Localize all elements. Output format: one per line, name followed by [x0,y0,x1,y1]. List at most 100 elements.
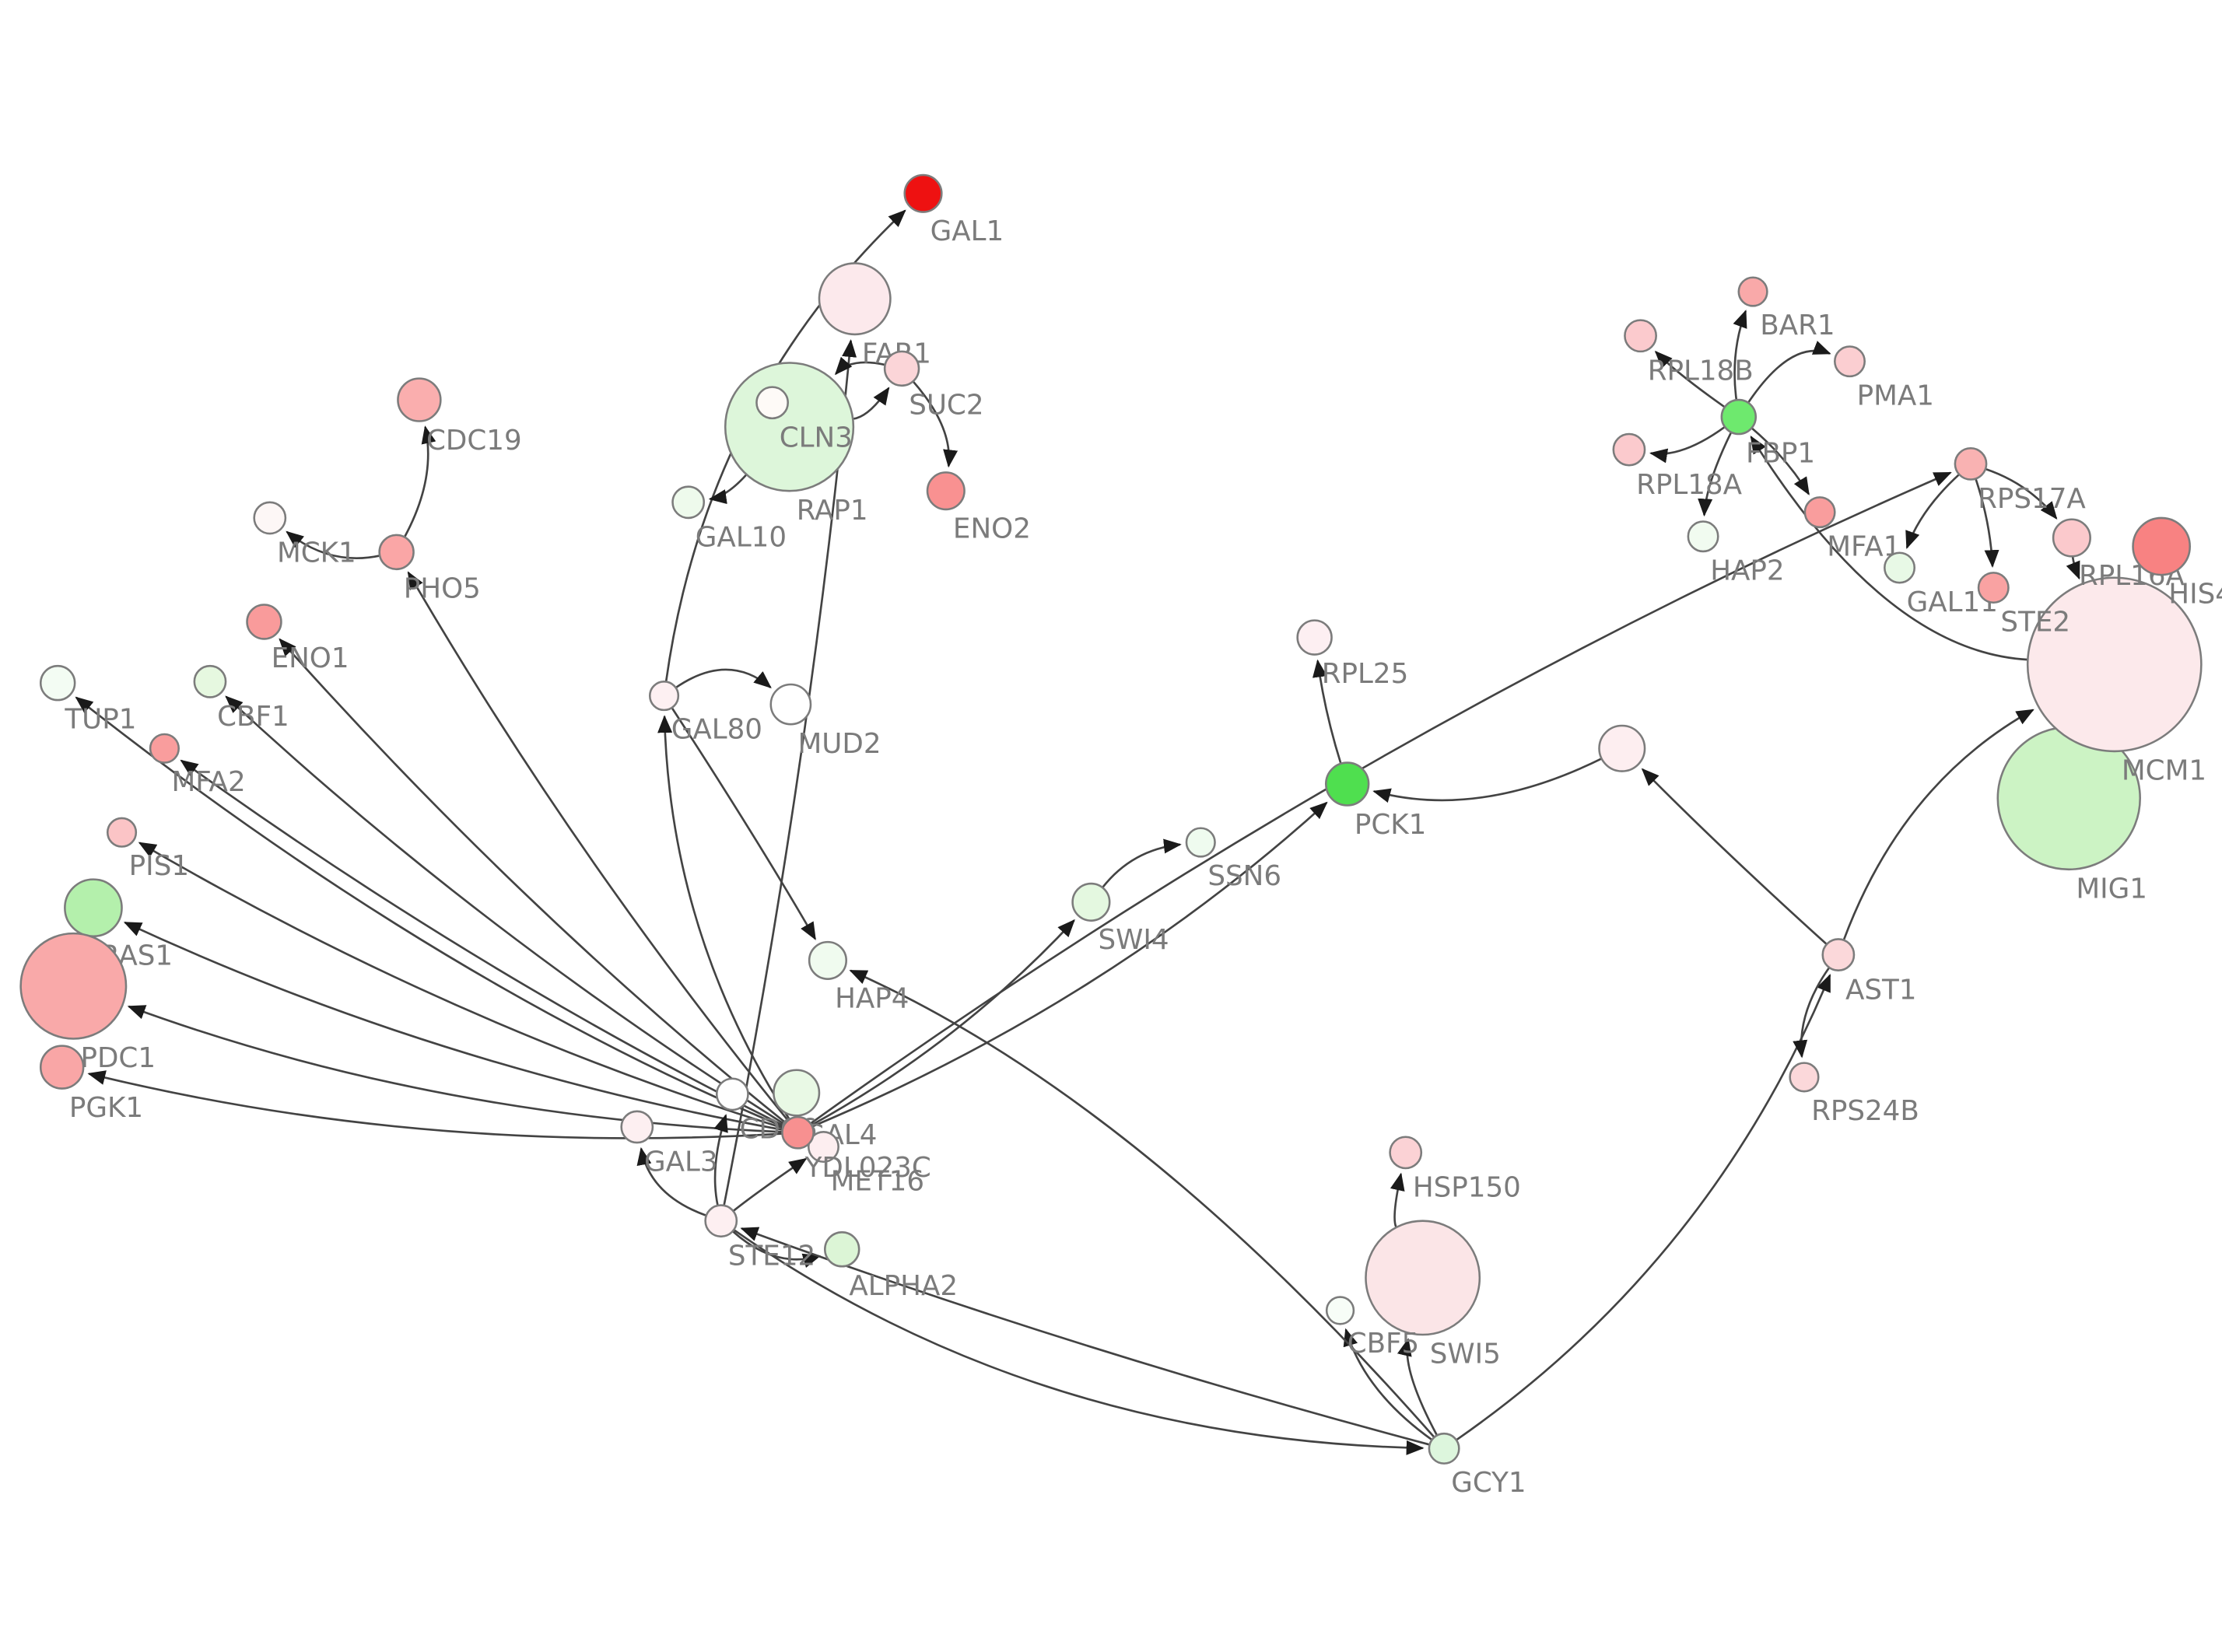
edge-YDL023C-SWI4[interactable] [811,919,1075,1126]
edge-STE12-CDC6[interactable] [713,1114,728,1206]
node-CBF5[interactable] [1325,1296,1355,1325]
edge-RPS17A-GAL11[interactable] [1905,473,1961,549]
node-AST1[interactable] [1821,938,1856,971]
node-PDC1[interactable] [19,932,128,1040]
edge-FBP1-RPL18A[interactable] [1649,425,1726,464]
edge-YDL023C-TUP1[interactable] [75,696,784,1128]
edge-YDL023C-CBF1[interactable] [225,695,786,1125]
node-PIS1[interactable] [106,817,138,848]
edge-GCY1-AST1[interactable] [1456,973,1831,1441]
node-RPS24B[interactable] [1789,1062,1820,1093]
edge-YDL023C-PDC1[interactable] [127,1005,783,1133]
edge-YDL023C-MFA2[interactable] [180,759,784,1127]
node-FBP1[interactable] [1720,398,1758,436]
edge-YDL023C-PCK1[interactable] [811,801,1328,1128]
edge-FBP1-RPL18B[interactable] [1654,350,1726,408]
node-PGK1[interactable] [39,1045,85,1090]
edge-RPS17A-STE2[interactable] [1975,478,1999,569]
node-RPS17A[interactable] [1954,446,1988,481]
node-GAL11[interactable] [1884,551,1916,584]
edge-FBP1-HAP2[interactable] [1698,432,1733,517]
node-GAL3[interactable] [620,1110,654,1144]
node-MCK1[interactable] [253,501,287,535]
edge-SWI5-HSP150[interactable] [1390,1172,1405,1228]
node-RAS1[interactable] [64,878,123,938]
edge-GCY1-SWI5[interactable] [1397,1338,1439,1436]
node-GAL4[interactable] [773,1069,821,1117]
node-TUP1[interactable] [39,664,76,702]
edge-YDL023C-PIS1[interactable] [138,842,783,1129]
edge-SWI4-SSN6[interactable] [1101,838,1182,889]
node-SWI4[interactable] [1071,882,1111,922]
edge-YDL023C-PHO5[interactable] [407,571,789,1122]
node-RPL18A[interactable] [1612,432,1646,467]
node-ENO1[interactable] [246,604,282,640]
node-SSN6[interactable] [1185,827,1216,858]
node-HSP150[interactable] [1389,1136,1423,1170]
edge-STE12-GCY1[interactable] [733,1229,1425,1455]
edge-RAP1-GAL10[interactable] [708,474,748,504]
node-CDC6[interactable] [715,1077,749,1111]
node-BAR1[interactable] [1737,276,1768,307]
node-PCK1[interactable] [1324,761,1370,807]
node-SUC2[interactable] [883,350,920,387]
node-MFA1[interactable] [1803,496,1836,529]
node-FAR1[interactable] [818,262,892,336]
node-RAP1[interactable] [724,362,855,492]
edge-SUC2-ENO2[interactable] [912,380,959,468]
node-RPL18B[interactable] [1624,319,1657,353]
edge-AST1-PINK[interactable] [1641,768,1828,946]
edge-RPS17A-RPL16A[interactable] [1985,467,2058,520]
node-CLN3[interactable] [755,386,789,420]
node-MFA2[interactable] [149,733,180,764]
edge-AST1-MCM1[interactable] [1842,709,2034,941]
node-STE2[interactable] [1977,572,2010,604]
node-HIS4[interactable] [2132,516,2192,576]
edge-STE12-GAL3[interactable] [636,1146,707,1217]
edge-GCY1-HAP4[interactable] [849,969,1435,1438]
node-ALPHA2[interactable] [823,1231,860,1268]
node-GCY1[interactable] [1428,1432,1460,1465]
edge-GCY1-CBF5[interactable] [1343,1328,1433,1441]
node-CDC19[interactable] [397,377,442,422]
node-MCM1[interactable] [2026,576,2203,753]
node-YDL023C[interactable] [781,1115,815,1150]
edge-GAL80-MUD2[interactable] [675,668,772,689]
node-MET16[interactable] [807,1131,839,1164]
edge-PHO5-MCK1[interactable] [286,530,380,559]
edge-RPL16A-MCM1[interactable] [2066,556,2080,580]
edge-STE12-MET16[interactable] [732,1157,808,1213]
edge-RAP1-SUC2[interactable] [853,387,890,420]
node-RPL25[interactable] [1296,619,1333,656]
edge-YDL023C-GAL80[interactable] [657,715,790,1120]
edge-GAL80-HAP4[interactable] [671,707,816,940]
node-PMA1[interactable] [1833,345,1866,378]
node-PINK[interactable] [1598,724,1646,772]
edge-SUC2-RAP1[interactable] [834,356,885,376]
node-HAP2[interactable] [1687,520,1719,553]
edge-PINK-PCK1[interactable] [1372,758,1603,803]
edge-PHO5-CDC19[interactable] [403,425,436,538]
edge-YDL023C-RPS17A[interactable] [810,471,1952,1125]
node-PHO5[interactable] [378,534,415,571]
edge-AST1-RPS24B[interactable] [1793,967,1831,1059]
edge-PCK1-RPL25[interactable] [1312,659,1342,765]
edge-FBP1-PMA1[interactable] [1747,341,1831,404]
node-MUD2[interactable] [769,683,812,726]
node-ENO2[interactable] [926,471,966,511]
node-RPL16A[interactable] [2052,518,2091,558]
node-GAL80[interactable] [648,681,680,712]
edge-YDL023C-PGK1[interactable] [87,1070,783,1139]
edge-YDL023C-RAS1[interactable] [123,921,783,1131]
edge-FBP1-BAR1[interactable] [1733,310,1747,401]
edge-FBP1-MFA1[interactable] [1751,427,1810,495]
node-GAL1[interactable] [903,173,943,213]
node-STE12[interactable] [704,1204,738,1238]
node-GAL10[interactable] [671,485,706,520]
edge-YDL023C-ENO1[interactable] [279,638,787,1124]
edge-MCM1-FBP1[interactable] [1750,436,2028,661]
node-HAP4[interactable] [808,940,848,980]
node-SWI5[interactable] [1365,1220,1481,1336]
node-CBF1[interactable] [193,664,227,698]
